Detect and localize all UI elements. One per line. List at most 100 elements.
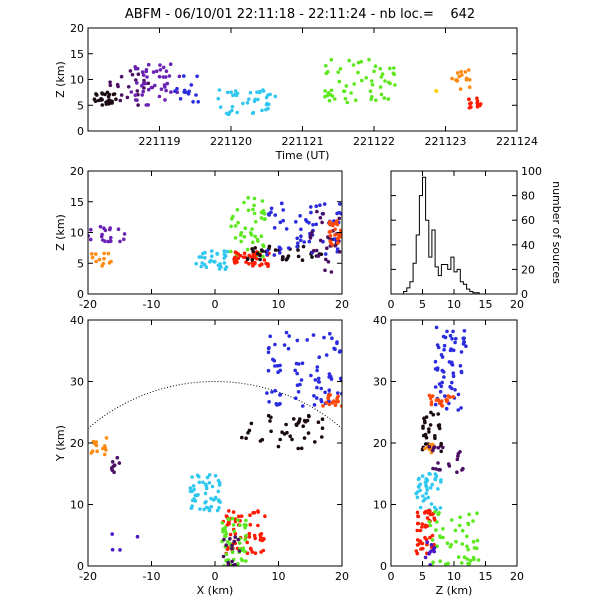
source-point — [334, 221, 339, 226]
source-point — [90, 252, 94, 256]
source-point — [451, 395, 456, 399]
source-point — [308, 236, 313, 240]
source-point — [472, 557, 476, 562]
source-point — [337, 216, 342, 221]
source-point — [252, 203, 256, 208]
source-point — [329, 88, 334, 93]
plot-marks — [403, 176, 480, 294]
source-point — [379, 92, 384, 97]
source-point — [233, 535, 237, 539]
source-point — [299, 446, 304, 451]
y-tick-label: 20 — [521, 263, 535, 276]
y-tick-label: 0 — [77, 288, 84, 301]
source-point — [335, 341, 339, 346]
source-point — [107, 92, 112, 97]
source-point — [278, 393, 282, 397]
source-point — [102, 256, 106, 261]
source-point — [228, 532, 233, 537]
source-point — [419, 547, 423, 551]
source-point — [290, 437, 294, 442]
source-point — [263, 217, 267, 221]
source-point — [242, 234, 247, 239]
source-point — [286, 346, 291, 351]
source-point — [295, 383, 300, 388]
source-point — [425, 516, 430, 520]
source-point — [261, 244, 266, 248]
source-point — [459, 561, 464, 565]
source-point — [424, 537, 429, 542]
source-point — [456, 555, 461, 559]
source-point — [315, 368, 319, 373]
source-point — [144, 69, 148, 74]
source-point — [238, 253, 243, 258]
source-point — [193, 493, 198, 498]
source-point — [134, 78, 138, 82]
source-point — [110, 547, 115, 552]
source-point — [319, 399, 324, 404]
source-point — [130, 72, 135, 77]
source-point — [320, 426, 325, 431]
histogram-step-line — [403, 176, 480, 294]
source-point — [223, 525, 227, 530]
source-point — [249, 547, 253, 551]
source-point — [157, 94, 162, 99]
source-point — [125, 95, 130, 100]
source-point — [253, 234, 257, 239]
source-point — [336, 70, 341, 74]
source-point — [425, 540, 430, 544]
source-point — [104, 448, 108, 452]
source-point — [268, 419, 272, 423]
source-point — [344, 84, 349, 88]
source-point — [278, 437, 283, 442]
source-point — [475, 96, 479, 101]
source-point — [434, 89, 439, 93]
source-point — [145, 75, 149, 79]
source-point — [190, 504, 194, 509]
source-point — [230, 516, 235, 521]
source-point — [233, 255, 237, 260]
source-point — [236, 537, 240, 542]
source-point — [240, 548, 244, 552]
source-point — [226, 560, 230, 565]
source-point — [467, 512, 471, 517]
source-point — [326, 91, 331, 95]
x-tick-label: 221122 — [353, 135, 395, 148]
source-point — [256, 510, 261, 514]
source-point — [439, 449, 444, 454]
source-point — [438, 559, 443, 563]
source-point — [204, 265, 209, 270]
source-point — [448, 333, 453, 338]
source-point — [143, 81, 148, 86]
source-point — [443, 394, 447, 398]
source-point — [475, 538, 480, 543]
source-point — [432, 549, 437, 554]
source-point — [315, 365, 320, 369]
source-point — [416, 521, 421, 526]
source-point — [245, 540, 249, 545]
x-tick-label: -20 — [79, 298, 97, 311]
altitude-y-panel: 0 5 10 15 20 0 10 20 30 40 Z (km) — [373, 314, 524, 597]
source-point — [427, 508, 431, 513]
source-point — [468, 558, 473, 563]
source-point — [226, 558, 231, 562]
source-point — [427, 472, 432, 476]
source-point — [110, 460, 115, 464]
source-point — [293, 368, 298, 373]
source-point — [328, 233, 333, 238]
source-point — [104, 436, 109, 440]
source-point — [112, 92, 117, 96]
source-point — [328, 239, 333, 244]
source-point — [203, 500, 207, 505]
x-axis-label: Time (UT) — [275, 149, 330, 162]
source-point — [453, 340, 457, 345]
source-point — [333, 97, 337, 101]
source-point — [128, 69, 133, 73]
source-point — [264, 102, 269, 107]
source-point — [273, 342, 277, 347]
source-point — [210, 484, 215, 489]
source-point — [433, 477, 437, 481]
plan-view-panel: -20 -10 0 10 20 0 10 20 30 40 X (km) Y (km) — [54, 314, 349, 597]
x-tick-label: 0 — [212, 298, 219, 311]
source-point — [207, 481, 212, 485]
source-point — [367, 57, 371, 62]
